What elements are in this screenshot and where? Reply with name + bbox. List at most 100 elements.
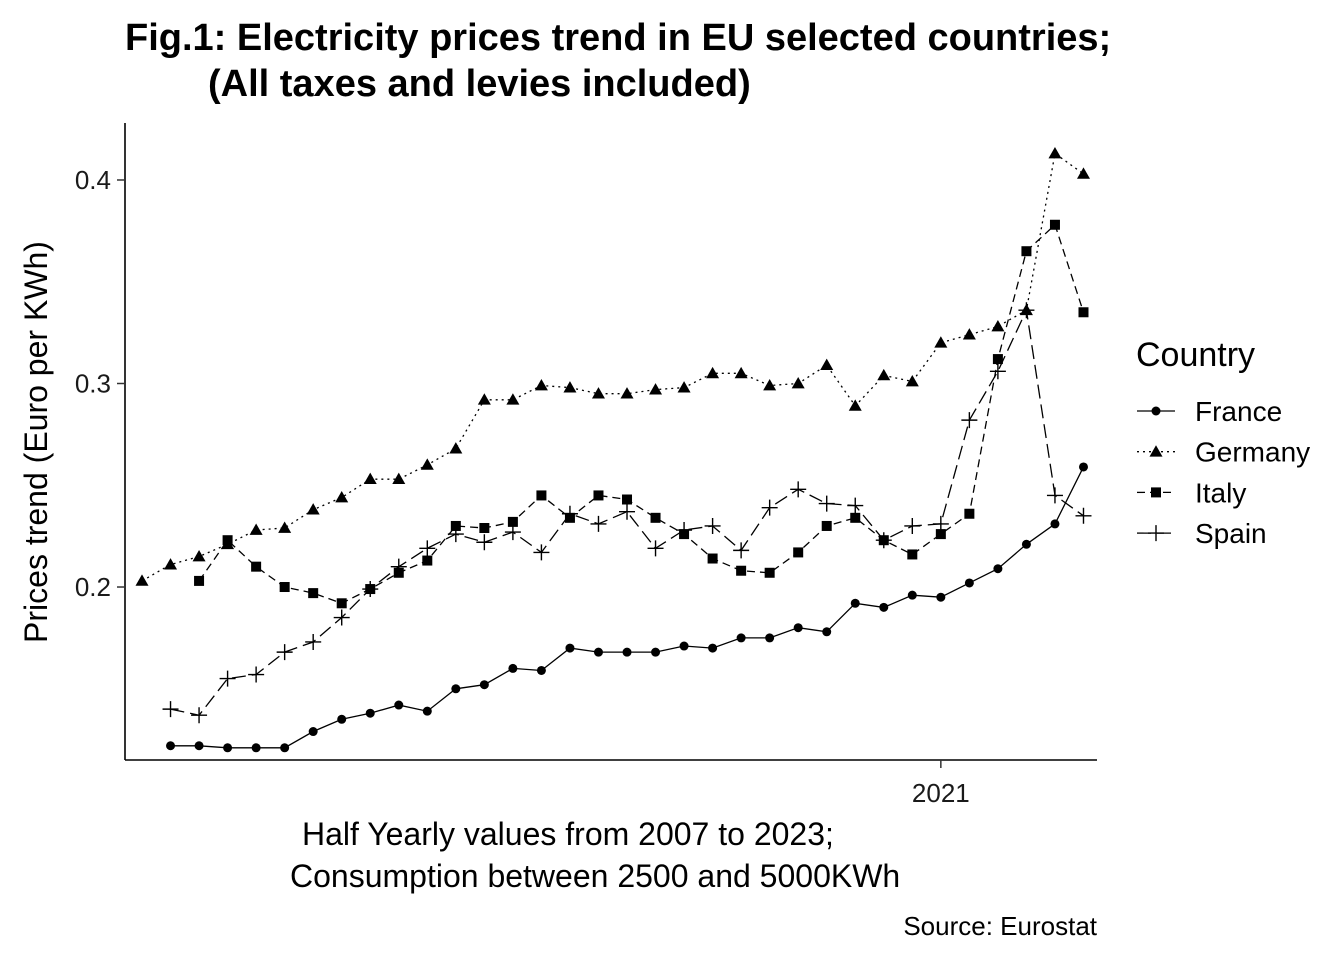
series-lines xyxy=(141,152,1085,749)
data-point-germany xyxy=(192,549,206,562)
data-point-spain xyxy=(191,707,208,724)
data-point-france xyxy=(451,684,461,694)
data-point-france xyxy=(365,708,375,718)
data-point-france xyxy=(1078,462,1088,472)
data-point-spain xyxy=(1018,302,1035,319)
data-point-france xyxy=(308,727,318,737)
data-point-france xyxy=(850,598,860,608)
data-point-france xyxy=(907,590,917,600)
data-point-germany xyxy=(534,379,548,391)
data-point-france xyxy=(993,564,1003,574)
data-point-france xyxy=(422,706,432,716)
data-point-france xyxy=(793,623,803,633)
data-point-germany xyxy=(1048,147,1062,159)
series-line-germany xyxy=(141,152,1084,582)
data-point-italy xyxy=(308,588,319,599)
data-point-italy xyxy=(964,508,975,519)
data-point-spain xyxy=(818,495,835,512)
data-point-germany xyxy=(477,393,491,405)
data-point-germany xyxy=(449,442,463,454)
data-point-italy xyxy=(622,494,633,505)
data-point-italy xyxy=(279,582,290,593)
data-point-italy xyxy=(992,354,1003,365)
data-point-spain xyxy=(619,503,636,520)
data-point-germany xyxy=(706,366,720,379)
data-point-italy xyxy=(850,512,861,523)
data-point-germany xyxy=(820,358,834,371)
data-point-germany xyxy=(734,366,748,379)
data-point-france xyxy=(622,647,632,657)
data-point-france xyxy=(194,741,204,751)
data-point-france xyxy=(964,578,974,588)
data-point-italy xyxy=(907,549,918,560)
data-point-france xyxy=(280,743,290,753)
data-point-italy xyxy=(1078,307,1089,318)
legend: Country France Germany Italy Spain xyxy=(1136,336,1310,549)
data-point-spain xyxy=(875,532,892,549)
data-point-germany xyxy=(135,574,149,586)
data-point-spain xyxy=(390,558,407,575)
data-point-italy xyxy=(935,529,946,540)
data-point-spain xyxy=(162,701,179,718)
source-caption: Source: Eurostat xyxy=(903,911,1097,941)
data-point-france xyxy=(651,647,661,657)
data-point-germany xyxy=(420,458,434,470)
data-point-germany xyxy=(1076,167,1090,179)
data-point-spain xyxy=(476,534,493,551)
data-point-italy xyxy=(194,575,205,586)
data-point-germany xyxy=(934,336,948,348)
data-point-germany xyxy=(962,328,976,340)
data-point-france xyxy=(251,743,261,753)
y-axis-label: Prices trend (Euro per KWh) xyxy=(18,241,54,643)
data-point-spain xyxy=(533,544,550,561)
data-point-spain xyxy=(590,515,607,532)
data-point-germany xyxy=(306,503,320,515)
x-axis-label-line1: Half Yearly values from 2007 to 2023; xyxy=(302,816,834,852)
data-point-spain xyxy=(447,526,464,543)
data-point-germany xyxy=(591,387,605,399)
data-point-spain xyxy=(647,540,664,557)
data-point-germany xyxy=(249,523,263,535)
data-point-germany xyxy=(677,381,691,393)
data-point-italy xyxy=(222,535,233,546)
data-point-france xyxy=(223,743,233,753)
series-line-spain xyxy=(170,307,1084,716)
series-line-italy xyxy=(198,223,1085,605)
data-point-spain xyxy=(847,497,864,514)
data-point-italy xyxy=(650,512,661,523)
data-point-italy xyxy=(536,490,547,501)
data-point-france xyxy=(508,663,518,673)
data-point-france xyxy=(736,633,746,643)
data-point-france xyxy=(1021,539,1031,549)
data-point-italy xyxy=(736,565,747,576)
data-point-germany xyxy=(791,376,805,389)
data-point-spain xyxy=(790,481,807,498)
data-point-italy xyxy=(821,520,832,531)
data-point-spain xyxy=(1046,487,1063,504)
data-point-italy xyxy=(450,520,461,531)
data-point-italy xyxy=(479,522,490,533)
legend-key-marker-spain xyxy=(1148,525,1164,542)
data-point-germany xyxy=(363,472,377,485)
y-tick-label: 0.3 xyxy=(75,368,111,398)
x-axis-label-line2: Consumption between 2500 and 5000KWh xyxy=(290,858,900,894)
data-point-france xyxy=(679,641,689,651)
data-point-germany xyxy=(563,381,577,393)
legend-label-spain: Spain xyxy=(1195,518,1267,549)
data-point-spain xyxy=(676,522,693,539)
chart-title-line1: Fig.1: Electricity prices trend in EU se… xyxy=(125,17,1111,59)
data-point-italy xyxy=(793,547,804,558)
data-point-germany xyxy=(848,399,862,411)
data-point-italy xyxy=(764,567,775,578)
y-tick-label: 0.4 xyxy=(75,165,111,195)
data-point-spain xyxy=(761,499,778,516)
data-point-spain xyxy=(305,633,322,650)
legend-label-france: France xyxy=(1195,396,1282,427)
data-point-spain xyxy=(219,670,236,687)
data-point-france xyxy=(337,714,347,724)
data-point-italy xyxy=(1021,246,1032,257)
data-point-france xyxy=(822,627,832,637)
data-point-france xyxy=(394,700,404,710)
data-point-spain xyxy=(333,609,350,626)
data-point-france xyxy=(593,647,603,657)
